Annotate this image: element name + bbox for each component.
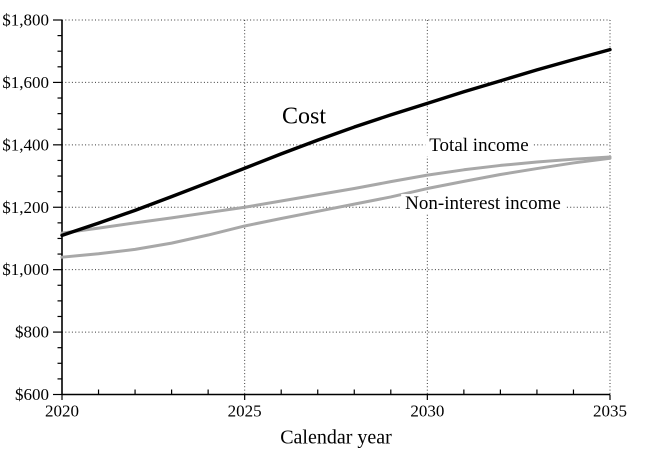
x-tick-label: 2030 (410, 402, 444, 421)
series-non-interest-income (60, 156, 612, 259)
non-interest-income-series-label: Non-interest income (401, 194, 565, 214)
y-tick-label: $1,400 (2, 135, 49, 154)
cost-series-label: Cost (277, 104, 331, 130)
series-total-income (60, 155, 612, 235)
y-tick-label: $1,800 (2, 11, 49, 30)
x-tick-label: 2035 (593, 402, 627, 421)
series-cost (60, 47, 612, 238)
y-tick-label: $800 (15, 323, 49, 342)
x-axis-title: Calendar year (280, 426, 392, 449)
x-tick-label: 2025 (228, 402, 262, 421)
total-income-series-label: Total income (425, 136, 533, 156)
y-tick-label: $600 (15, 385, 49, 404)
y-tick-label: $1,600 (2, 73, 49, 92)
y-tick-label: $1,000 (2, 260, 49, 279)
x-tick-label: 2020 (45, 402, 79, 421)
y-tick-label: $1,200 (2, 198, 49, 217)
